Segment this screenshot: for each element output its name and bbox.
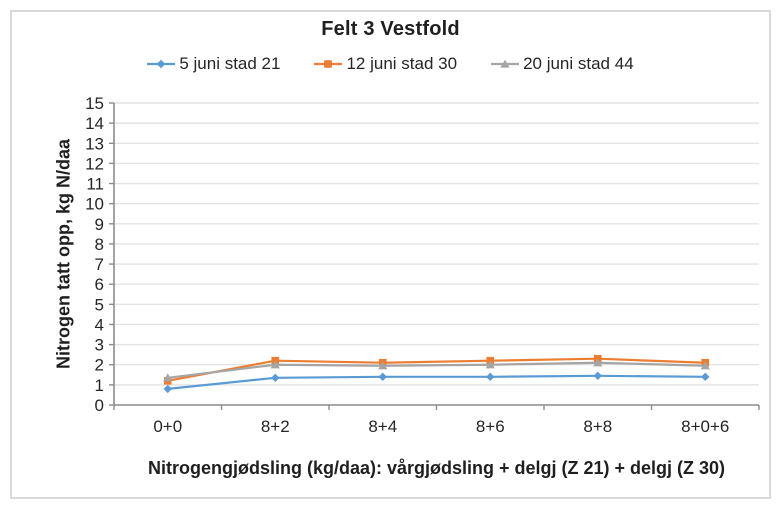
- y-tick-label: 14: [85, 114, 104, 133]
- legend-label-series-2: 12 juni stad 30: [346, 54, 458, 73]
- legend-marker-square-icon: [314, 58, 343, 70]
- y-tick-label: 13: [85, 134, 104, 153]
- legend-item-series-3: 20 juni stad 44: [491, 54, 634, 74]
- y-tick-label: 2: [95, 356, 104, 375]
- x-tick-label: 8+6: [476, 417, 505, 436]
- legend-label-series-1: 5 juni stad 21: [179, 54, 281, 73]
- x-tick-labels: 0+0 8+2 8+4 8+6 8+8 8+0+6: [153, 417, 729, 436]
- y-tick-label: 10: [85, 195, 104, 214]
- y-tick-label: 5: [95, 295, 104, 314]
- legend-item-series-2: 12 juni stad 30: [314, 54, 457, 74]
- chart-legend: 5 juni stad 21 12 juni stad 30 20 juni s…: [12, 54, 769, 74]
- y-gridlines: [114, 102, 759, 386]
- y-tick-label: 1: [95, 376, 104, 395]
- y-tick-label: 15: [85, 94, 104, 113]
- y-tick-label: 9: [95, 215, 104, 234]
- y-axis-title: Nitrogen tatt opp, kg N/daa: [53, 138, 74, 370]
- x-tick-label: 8+2: [261, 417, 290, 436]
- legend-item-series-1: 5 juni stad 21: [147, 54, 280, 74]
- y-tick-label: 6: [95, 275, 104, 294]
- chart-frame: Felt 3 Vestfold 5 juni stad 21 12 juni s…: [10, 10, 771, 499]
- y-tick-label: 7: [95, 255, 104, 274]
- y-tick-label: 8: [95, 235, 104, 254]
- y-tick-label: 0: [95, 396, 104, 415]
- chart-title: Felt 3 Vestfold: [321, 18, 460, 40]
- legend-marker-diamond-icon: [147, 58, 176, 70]
- y-tick-label: 12: [85, 154, 104, 173]
- legend-label-series-3: 20 juni stad 44: [523, 54, 634, 73]
- x-tick-label: 0+0: [153, 417, 182, 436]
- y-tick-label: 4: [95, 315, 104, 334]
- series-3: [163, 358, 710, 382]
- legend-marker-triangle-icon: [491, 58, 520, 70]
- x-tick-label: 8+4: [368, 417, 397, 436]
- y-tick-label: 11: [86, 175, 104, 194]
- x-tick-label: 8+8: [583, 417, 612, 436]
- y-tick-label: 3: [95, 336, 104, 355]
- series-1: [163, 371, 710, 394]
- axes: [109, 102, 760, 410]
- x-tick-label: 8+0+6: [681, 417, 729, 436]
- x-axis-title: Nitrogengjødsling (kg/daa): vårgjødsling…: [147, 458, 726, 478]
